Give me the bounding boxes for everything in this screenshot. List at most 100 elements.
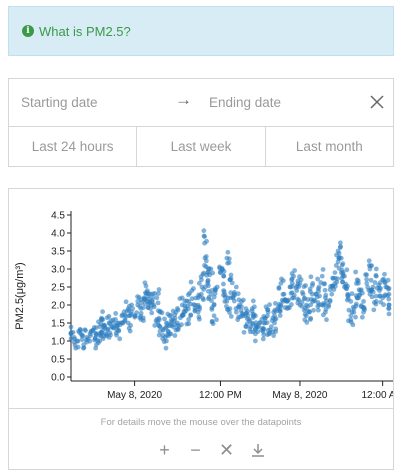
data-point	[271, 333, 277, 338]
data-point	[343, 281, 349, 287]
data-point	[277, 313, 283, 318]
data-point	[336, 256, 342, 261]
last-month-button[interactable]: Last month	[295, 139, 363, 154]
data-point	[366, 258, 372, 264]
data-point	[373, 266, 379, 272]
data-point	[306, 309, 312, 314]
data-point	[364, 276, 370, 282]
end-date-field[interactable]: Ending date	[209, 95, 282, 110]
last-week-button[interactable]: Last week	[137, 127, 266, 166]
info-link[interactable]: What is PM2.5?	[39, 23, 131, 39]
data-point	[163, 345, 169, 351]
y-tick-label: 1.5	[51, 319, 65, 330]
data-point	[75, 338, 81, 344]
data-point	[166, 333, 171, 338]
data-point	[165, 311, 171, 317]
data-point	[327, 299, 333, 304]
zoom-in-icon[interactable]: +	[159, 439, 170, 460]
data-point	[311, 297, 317, 303]
zoom-out-icon[interactable]: −	[190, 439, 201, 460]
data-point	[301, 284, 307, 290]
data-point	[182, 303, 188, 309]
data-point	[322, 287, 328, 293]
data-point	[93, 345, 99, 351]
data-point	[159, 310, 165, 316]
data-point	[117, 336, 123, 342]
pm25-scatter-chart[interactable]: 0.0 0.5 1.0 1.5 2.0 2.5 3.0 3.5 4.0 4.5 PM2.5(μg/m…	[9, 189, 393, 408]
data-point	[308, 315, 314, 321]
data-point	[172, 312, 178, 318]
y-tick-label: 4.5	[51, 211, 65, 222]
data-point	[273, 308, 279, 314]
data-point	[261, 332, 267, 338]
data-point	[229, 280, 235, 286]
data-point	[349, 309, 355, 315]
data-point	[126, 313, 132, 319]
data-point	[170, 308, 176, 314]
data-point	[358, 303, 364, 308]
data-point	[201, 228, 207, 234]
data-point	[332, 270, 338, 275]
data-point	[349, 291, 355, 297]
y-tick-label: 3.0	[51, 265, 65, 276]
x-tick-label: 12:00 AM	[362, 390, 393, 401]
close-icon[interactable]	[368, 91, 386, 113]
info-banner[interactable]: i What is PM2.5?	[8, 6, 394, 56]
data-point	[165, 321, 170, 327]
data-point	[209, 305, 215, 311]
data-point	[331, 287, 337, 292]
data-point	[172, 333, 178, 338]
data-point	[309, 283, 315, 288]
data-point	[231, 298, 237, 304]
data-point	[202, 255, 208, 261]
data-point	[279, 276, 284, 282]
data-point	[162, 316, 167, 322]
data-point	[201, 297, 206, 303]
data-point	[252, 338, 258, 344]
data-point	[188, 279, 194, 285]
data-point	[381, 302, 387, 308]
data-point	[122, 318, 128, 324]
data-point	[137, 304, 143, 309]
reset-icon[interactable]: ✕	[218, 439, 235, 460]
data-point	[233, 284, 239, 290]
data-point	[327, 287, 333, 293]
data-point	[265, 307, 270, 313]
data-point	[292, 268, 298, 273]
data-point	[129, 302, 135, 308]
quick-range-row: Last 24 hours Last week Last month	[9, 127, 393, 166]
data-point	[245, 308, 251, 314]
data-point	[372, 280, 378, 285]
data-point	[196, 280, 202, 286]
last-24-hours-button[interactable]: Last 24 hours	[9, 127, 138, 166]
data-point	[79, 337, 85, 343]
data-point	[156, 332, 162, 338]
data-point	[177, 296, 183, 302]
y-tick-label: 2.0	[51, 301, 65, 312]
data-point	[250, 311, 256, 317]
start-date-field[interactable]: Starting date	[21, 95, 98, 110]
data-point	[212, 286, 218, 291]
data-point	[369, 294, 375, 300]
data-point	[241, 329, 247, 335]
data-point	[346, 293, 351, 298]
download-icon[interactable]	[242, 439, 273, 461]
data-point	[206, 283, 211, 289]
data-point	[113, 330, 119, 336]
data-point	[105, 327, 111, 333]
data-point	[187, 290, 192, 296]
data-point	[323, 292, 329, 298]
data-point	[225, 249, 231, 255]
data-point	[366, 263, 372, 268]
data-point	[317, 293, 322, 299]
data-point	[336, 250, 342, 256]
x-tick-label: May 8, 2020	[272, 390, 327, 401]
data-point	[204, 238, 209, 244]
data-point	[302, 317, 308, 323]
data-point	[373, 293, 379, 299]
data-point	[321, 312, 326, 318]
data-point	[149, 310, 155, 316]
data-point	[142, 301, 148, 307]
data-point	[68, 324, 74, 330]
data-point	[269, 318, 275, 323]
